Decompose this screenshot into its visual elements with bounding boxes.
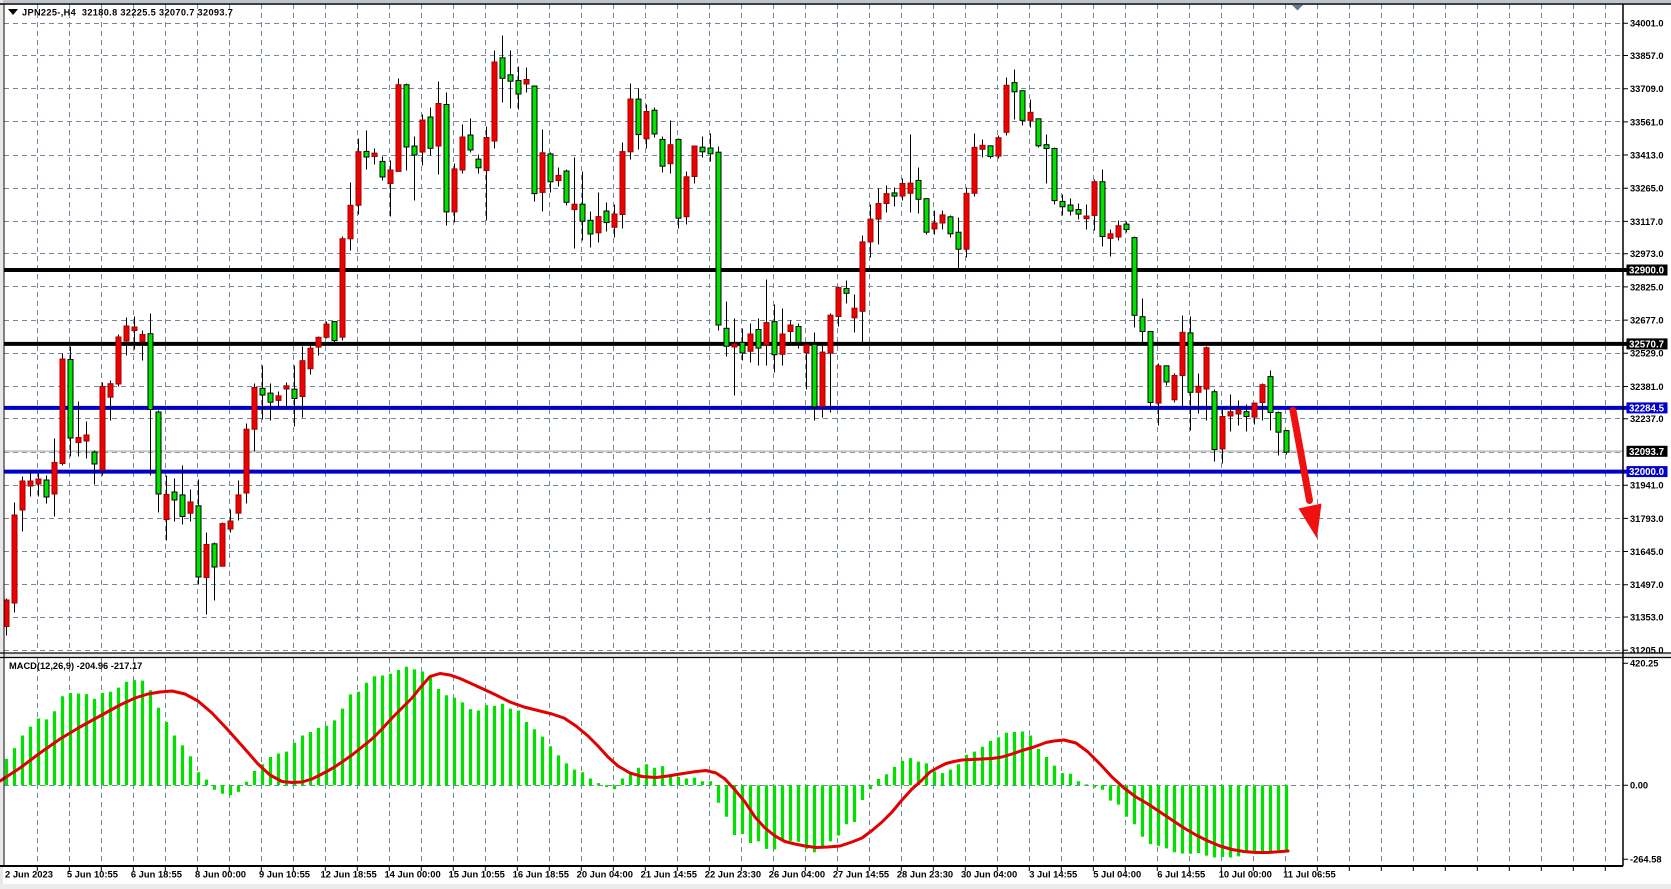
svg-text:32529.0: 32529.0 xyxy=(1630,349,1664,359)
svg-text:31497.0: 31497.0 xyxy=(1630,580,1664,590)
svg-text:33265.0: 33265.0 xyxy=(1630,184,1664,194)
svg-text:5 Jun 10:55: 5 Jun 10:55 xyxy=(67,869,118,880)
svg-text:9 Jun 10:55: 9 Jun 10:55 xyxy=(259,869,310,880)
svg-text:31793.0: 31793.0 xyxy=(1630,514,1664,524)
svg-text:10 Jul 00:00: 10 Jul 00:00 xyxy=(1219,869,1272,880)
svg-text:31645.0: 31645.0 xyxy=(1630,547,1664,557)
svg-text:31353.0: 31353.0 xyxy=(1630,612,1664,622)
svg-text:14 Jun 00:00: 14 Jun 00:00 xyxy=(384,869,440,880)
svg-text:MACD(12,26,9) -204.96 -217.17: MACD(12,26,9) -204.96 -217.17 xyxy=(9,661,142,671)
svg-text:22 Jun 23:30: 22 Jun 23:30 xyxy=(705,869,761,880)
svg-text:11 Jul 06:55: 11 Jul 06:55 xyxy=(1283,869,1336,880)
svg-text:28 Jun 23:30: 28 Jun 23:30 xyxy=(897,869,953,880)
svg-text:32093.7: 32093.7 xyxy=(1629,447,1664,458)
svg-text:6 Jun 18:55: 6 Jun 18:55 xyxy=(131,869,182,880)
svg-text:6 Jul 14:55: 6 Jul 14:55 xyxy=(1157,869,1205,880)
svg-text:32825.0: 32825.0 xyxy=(1630,282,1664,292)
svg-text:5 Jul 04:00: 5 Jul 04:00 xyxy=(1093,869,1141,880)
svg-text:33413.0: 33413.0 xyxy=(1630,150,1664,160)
svg-text:33857.0: 33857.0 xyxy=(1630,51,1664,61)
svg-text:32000.0: 32000.0 xyxy=(1629,467,1664,478)
svg-text:34001.0: 34001.0 xyxy=(1630,19,1664,29)
svg-text:32900.0: 32900.0 xyxy=(1629,266,1664,277)
svg-text:21 Jun 14:55: 21 Jun 14:55 xyxy=(641,869,697,880)
svg-text:32677.0: 32677.0 xyxy=(1630,316,1664,326)
svg-text:12 Jun 18:55: 12 Jun 18:55 xyxy=(320,869,376,880)
svg-text:31941.0: 31941.0 xyxy=(1630,481,1664,491)
svg-text:JPN225-,H4 32180.8 32225.5 32: JPN225-,H4 32180.8 32225.5 32070.7 32093… xyxy=(22,7,233,17)
svg-text:16 Jun 18:55: 16 Jun 18:55 xyxy=(513,869,569,880)
svg-text:8 Jun 00:00: 8 Jun 00:00 xyxy=(195,869,246,880)
svg-text:20 Jun 04:00: 20 Jun 04:00 xyxy=(577,869,633,880)
svg-text:0.00: 0.00 xyxy=(1630,781,1648,791)
svg-text:420.25: 420.25 xyxy=(1630,659,1658,669)
svg-text:33117.0: 33117.0 xyxy=(1630,217,1663,227)
svg-text:32237.0: 32237.0 xyxy=(1630,414,1664,424)
svg-text:32381.0: 32381.0 xyxy=(1630,382,1664,392)
svg-text:32570.7: 32570.7 xyxy=(1629,339,1664,350)
svg-text:32973.0: 32973.0 xyxy=(1630,249,1664,259)
svg-text:27 Jun 14:55: 27 Jun 14:55 xyxy=(833,869,889,880)
svg-text:33561.0: 33561.0 xyxy=(1630,117,1664,127)
svg-text:26 Jun 04:00: 26 Jun 04:00 xyxy=(769,869,825,880)
svg-text:31205.0: 31205.0 xyxy=(1630,646,1664,656)
svg-text:2 Jun 2023: 2 Jun 2023 xyxy=(5,869,53,880)
svg-text:-264.58: -264.58 xyxy=(1630,855,1662,865)
svg-text:15 Jun 10:55: 15 Jun 10:55 xyxy=(449,869,505,880)
svg-text:3 Jul 14:55: 3 Jul 14:55 xyxy=(1029,869,1077,880)
svg-text:33709.0: 33709.0 xyxy=(1630,84,1664,94)
svg-text:30 Jun 04:00: 30 Jun 04:00 xyxy=(961,869,1017,880)
svg-text:32284.5: 32284.5 xyxy=(1629,403,1665,414)
